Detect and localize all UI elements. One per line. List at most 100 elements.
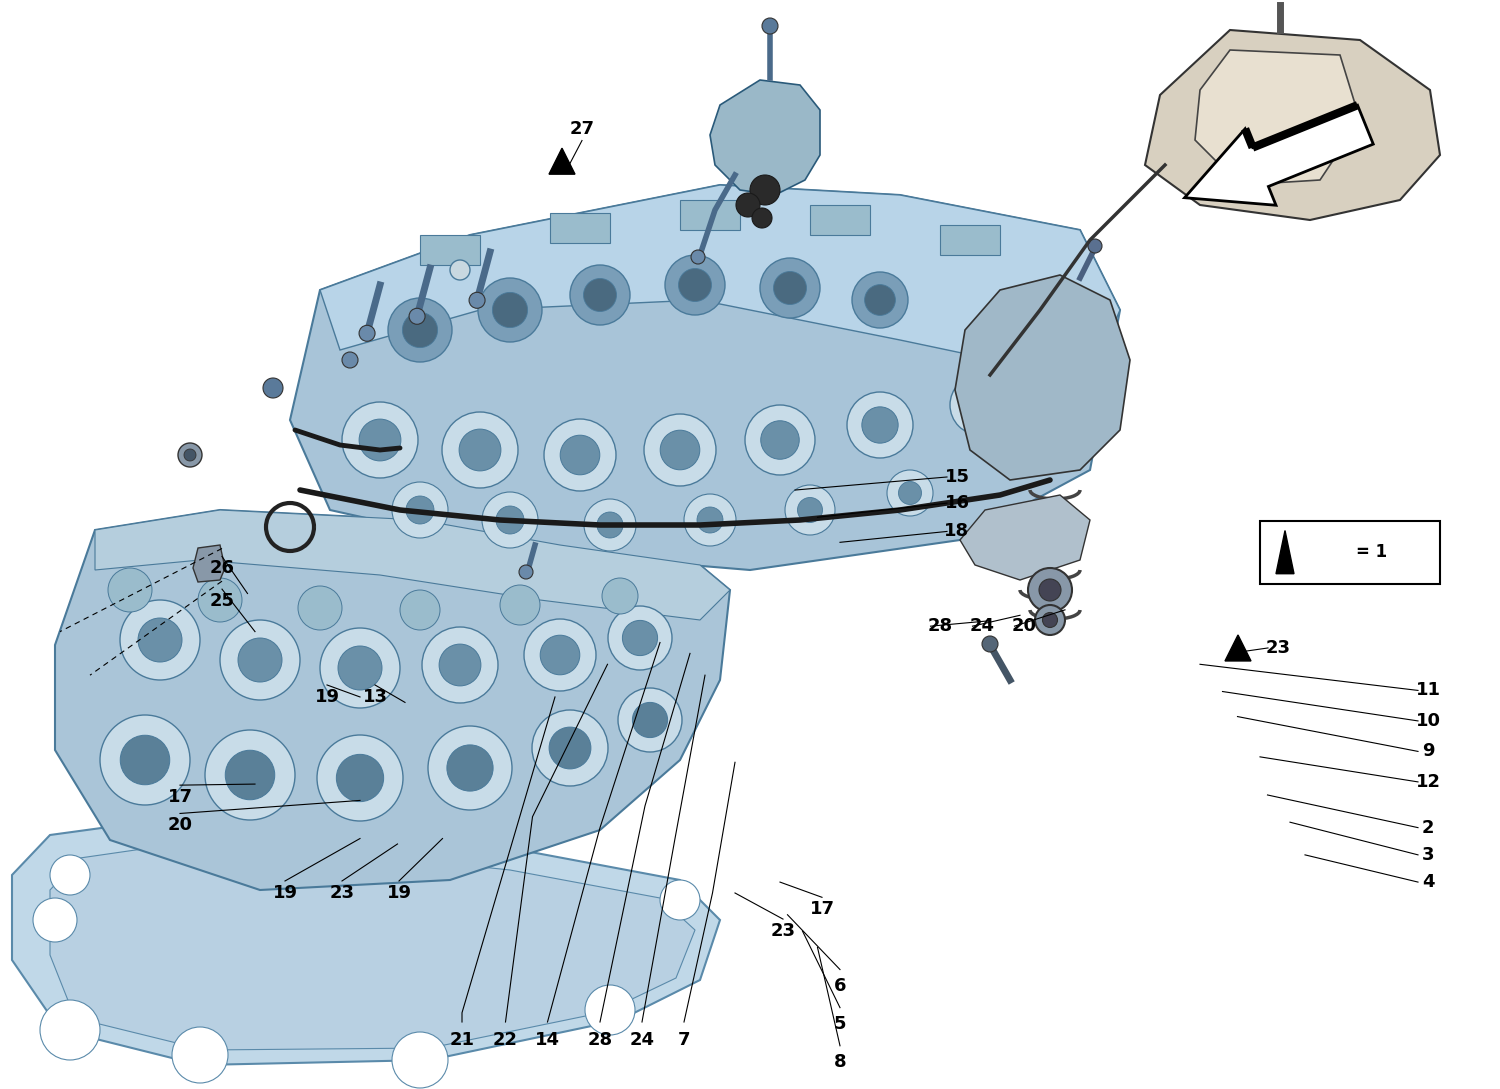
Polygon shape bbox=[549, 148, 574, 174]
Circle shape bbox=[206, 730, 296, 820]
Circle shape bbox=[698, 507, 723, 533]
Circle shape bbox=[519, 565, 532, 579]
Polygon shape bbox=[956, 276, 1130, 480]
Circle shape bbox=[1035, 605, 1065, 635]
Circle shape bbox=[886, 470, 933, 516]
Bar bbox=[940, 225, 1000, 255]
Circle shape bbox=[798, 498, 822, 523]
Polygon shape bbox=[710, 79, 821, 195]
Polygon shape bbox=[56, 510, 730, 890]
Circle shape bbox=[622, 621, 657, 656]
Text: 11: 11 bbox=[1416, 682, 1440, 699]
Circle shape bbox=[618, 688, 682, 752]
Circle shape bbox=[1042, 612, 1058, 627]
Circle shape bbox=[1088, 238, 1102, 253]
Text: 24: 24 bbox=[630, 1031, 654, 1049]
Circle shape bbox=[540, 635, 580, 675]
Polygon shape bbox=[194, 544, 225, 582]
Text: 18: 18 bbox=[945, 523, 969, 540]
Circle shape bbox=[1040, 579, 1060, 601]
Circle shape bbox=[342, 402, 418, 478]
Circle shape bbox=[644, 414, 716, 486]
Text: 13: 13 bbox=[363, 688, 387, 706]
Text: 22: 22 bbox=[494, 1031, 517, 1049]
Polygon shape bbox=[1276, 530, 1294, 574]
Polygon shape bbox=[1144, 30, 1440, 220]
Circle shape bbox=[584, 499, 636, 551]
Circle shape bbox=[482, 492, 538, 548]
Text: 5: 5 bbox=[834, 1015, 846, 1032]
Circle shape bbox=[760, 258, 820, 318]
Circle shape bbox=[736, 193, 760, 217]
Text: 27: 27 bbox=[570, 120, 594, 137]
Circle shape bbox=[1028, 568, 1072, 612]
Circle shape bbox=[784, 485, 836, 535]
Circle shape bbox=[847, 392, 914, 458]
Circle shape bbox=[342, 352, 358, 368]
Circle shape bbox=[898, 481, 921, 504]
Circle shape bbox=[544, 419, 616, 491]
Circle shape bbox=[560, 436, 600, 475]
Circle shape bbox=[100, 715, 190, 805]
Circle shape bbox=[602, 578, 638, 614]
Circle shape bbox=[746, 405, 814, 475]
Circle shape bbox=[524, 619, 596, 692]
Text: 9: 9 bbox=[1422, 743, 1434, 760]
Bar bbox=[680, 200, 740, 230]
Circle shape bbox=[450, 260, 470, 280]
Circle shape bbox=[388, 298, 452, 362]
Circle shape bbox=[120, 735, 170, 785]
Polygon shape bbox=[12, 820, 720, 1065]
Text: 28: 28 bbox=[928, 617, 952, 635]
Circle shape bbox=[184, 449, 196, 461]
Circle shape bbox=[597, 512, 622, 538]
Circle shape bbox=[410, 308, 424, 325]
Bar bbox=[1260, 521, 1440, 584]
Circle shape bbox=[862, 407, 898, 443]
Circle shape bbox=[692, 250, 705, 264]
Text: 17: 17 bbox=[810, 901, 834, 918]
Text: 10: 10 bbox=[1416, 712, 1440, 730]
Text: 25: 25 bbox=[210, 592, 234, 610]
Circle shape bbox=[760, 420, 800, 460]
Circle shape bbox=[549, 727, 591, 769]
Circle shape bbox=[358, 419, 401, 461]
Circle shape bbox=[50, 855, 90, 895]
Circle shape bbox=[532, 710, 608, 786]
Circle shape bbox=[684, 494, 736, 546]
Text: 23: 23 bbox=[1266, 639, 1290, 657]
Circle shape bbox=[320, 628, 400, 708]
Circle shape bbox=[608, 605, 672, 670]
Circle shape bbox=[963, 389, 996, 421]
Circle shape bbox=[660, 880, 700, 920]
Circle shape bbox=[570, 265, 630, 325]
Circle shape bbox=[852, 272, 907, 328]
Text: 2: 2 bbox=[1422, 819, 1434, 836]
Circle shape bbox=[427, 726, 512, 810]
Circle shape bbox=[198, 578, 242, 622]
Polygon shape bbox=[1196, 50, 1360, 185]
Text: 24: 24 bbox=[970, 617, 994, 635]
Circle shape bbox=[447, 745, 494, 791]
Circle shape bbox=[138, 617, 182, 662]
Text: 15: 15 bbox=[945, 468, 969, 486]
Circle shape bbox=[762, 19, 778, 34]
Circle shape bbox=[496, 506, 523, 534]
Circle shape bbox=[358, 326, 375, 341]
Circle shape bbox=[172, 1027, 228, 1082]
Circle shape bbox=[982, 636, 998, 652]
Circle shape bbox=[585, 984, 634, 1035]
Circle shape bbox=[492, 293, 528, 328]
Circle shape bbox=[950, 375, 1010, 435]
Circle shape bbox=[33, 898, 76, 942]
Circle shape bbox=[750, 175, 780, 205]
Circle shape bbox=[774, 271, 807, 305]
Circle shape bbox=[406, 495, 433, 524]
Circle shape bbox=[678, 269, 711, 302]
Text: 20: 20 bbox=[168, 817, 192, 834]
Circle shape bbox=[864, 284, 895, 316]
Circle shape bbox=[238, 638, 282, 682]
Circle shape bbox=[178, 443, 203, 467]
Polygon shape bbox=[50, 845, 695, 1050]
Bar bbox=[420, 235, 480, 265]
